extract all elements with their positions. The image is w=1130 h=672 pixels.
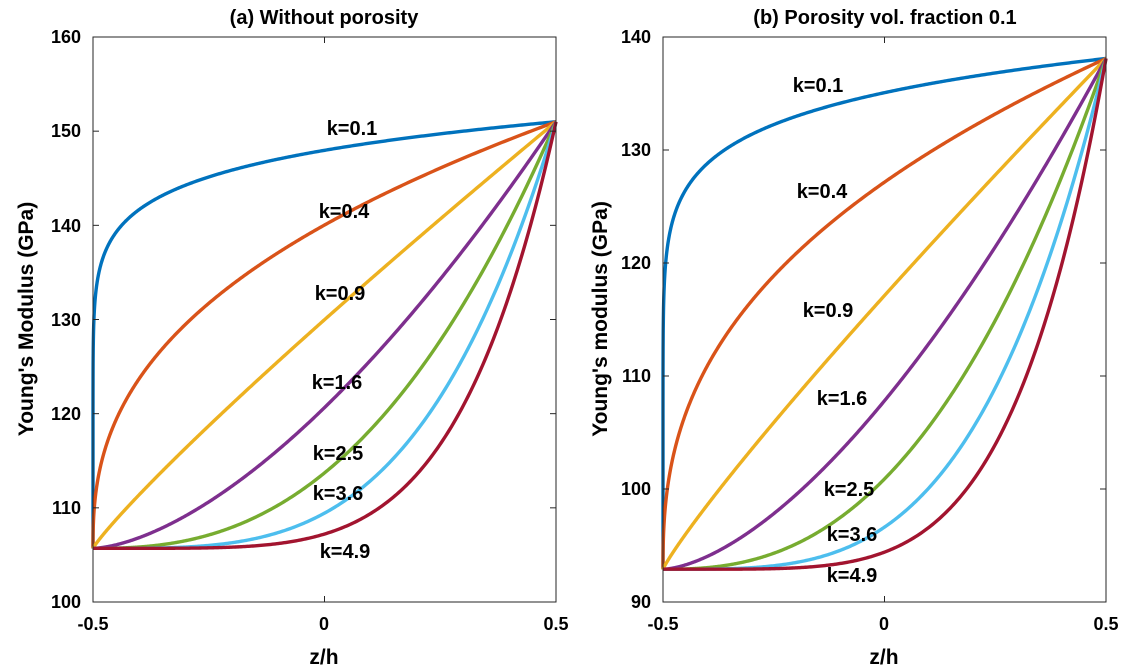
panel-b-ytick-label: 100 bbox=[621, 479, 651, 499]
curve-k-1.6 bbox=[661, 57, 1108, 571]
panel-a-curves bbox=[91, 120, 558, 551]
panel-a-title: (a) Without porosity bbox=[230, 7, 420, 29]
panel-b-ytick-label: 140 bbox=[621, 27, 651, 47]
panel-a-xtick-label: 0.5 bbox=[543, 614, 568, 634]
curve-k-0.9 bbox=[661, 57, 1108, 571]
panel-b-curve-label-k-0.1: k=0.1 bbox=[793, 75, 844, 97]
panel-b-x-axis-label: z/h bbox=[869, 646, 898, 669]
panel-b-tick-marks bbox=[662, 36, 1107, 603]
panel-a-ytick-label: 160 bbox=[51, 27, 81, 47]
panel-a-ytick-label: 150 bbox=[51, 121, 81, 141]
panel-b-ytick-label: 90 bbox=[631, 592, 651, 612]
panel-a-curve-label-k-3.6: k=3.6 bbox=[313, 483, 364, 505]
curve-k-0.1 bbox=[661, 56, 1107, 570]
panel-b-xtick-label: 0 bbox=[879, 614, 889, 634]
curve-k-2.5 bbox=[661, 57, 1108, 571]
panel-b-curve-label-k-0.9: k=0.9 bbox=[803, 300, 854, 322]
panel-a-ytick-label: 130 bbox=[51, 310, 81, 330]
panel-b-curve-label-k-4.9: k=4.9 bbox=[827, 565, 878, 587]
panel-a-ytick-label: 120 bbox=[51, 404, 81, 424]
curve-k-4.9 bbox=[91, 121, 558, 551]
panel-a-curve-label-k-0.1: k=0.1 bbox=[327, 118, 378, 140]
panel-a-xtick-label: 0 bbox=[319, 614, 329, 634]
panel-b-title: (b) Porosity vol. fraction 0.1 bbox=[753, 7, 1016, 29]
curve-k-0.1 bbox=[91, 120, 557, 549]
curve-k-0.9 bbox=[91, 120, 558, 550]
panel-a-curve-label-k-2.5: k=2.5 bbox=[313, 443, 364, 465]
panel-a-curve-label-k-4.9: k=4.9 bbox=[320, 541, 371, 563]
panel-a-xtick-label: -0.5 bbox=[77, 614, 108, 634]
panel-a: (a) Without porosity 100 110 120 130 140… bbox=[15, 7, 569, 669]
panel-b-xtick-label: -0.5 bbox=[647, 614, 678, 634]
panel-b-curve-label-k-2.5: k=2.5 bbox=[824, 479, 875, 501]
panel-b-curve-label-k-3.6: k=3.6 bbox=[827, 524, 878, 546]
panel-a-ytick-label: 110 bbox=[52, 498, 81, 518]
panel-a-x-axis-label: z/h bbox=[309, 646, 338, 669]
panel-b-curves bbox=[661, 56, 1108, 571]
panel-a-tick-marks bbox=[92, 36, 557, 603]
panel-b-curve-label-k-1.6: k=1.6 bbox=[817, 388, 868, 410]
panel-b-ytick-label: 130 bbox=[621, 140, 651, 160]
panel-a-y-axis-label: Young's Modulus (GPa) bbox=[15, 202, 38, 436]
panel-a-ytick-label: 100 bbox=[51, 592, 81, 612]
panel-b-axes-box bbox=[662, 36, 1107, 603]
curve-k-0.4 bbox=[91, 120, 557, 549]
curve-k-0.4 bbox=[661, 56, 1107, 570]
curve-k-4.9 bbox=[661, 58, 1108, 571]
panel-b-ytick-label: 110 bbox=[622, 366, 651, 386]
panel-a-ytick-label: 140 bbox=[51, 216, 81, 236]
panel-b: (b) Porosity vol. fraction 0.1 90 100 11… bbox=[589, 7, 1119, 669]
panel-b-ytick-label: 120 bbox=[621, 253, 651, 273]
panel-a-curve-label-k-0.9: k=0.9 bbox=[315, 283, 366, 305]
panel-b-curve-label-k-0.4: k=0.4 bbox=[797, 181, 848, 203]
curve-k-3.6 bbox=[661, 58, 1108, 571]
panel-b-xtick-label: 0.5 bbox=[1093, 614, 1118, 634]
panel-a-curve-label-k-1.6: k=1.6 bbox=[312, 372, 363, 394]
panel-a-curve-label-k-0.4: k=0.4 bbox=[319, 201, 370, 223]
panel-b-y-axis-label: Young's modulus (GPa) bbox=[589, 201, 612, 437]
